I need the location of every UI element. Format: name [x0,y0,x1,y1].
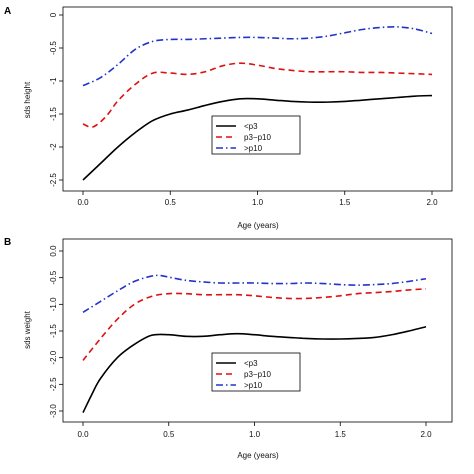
panel-b-x-axis-title: Age (years) [237,451,279,460]
panel-b-legend: <p3 p3−p10 >p10 [211,352,301,392]
panel-a-x-tick-label: 0.5 [165,198,177,207]
panel-b-x-tick-label: 0.5 [163,430,175,439]
panel-a-x-ticks: 0.0 0.5 1.0 1.5 2.0 [77,191,438,207]
panel-a-x-tick-label: 0.0 [77,198,89,207]
panel-a-letter: A [4,6,11,17]
panel-a-series [82,26,433,181]
panel-b-y-tick-label: -1.5 [49,324,58,338]
panel-b-y-tick-label: -2.0 [49,350,58,364]
panel-b-x-tick-label: 1.0 [249,430,261,439]
panel-b-legend-label-p10: >p10 [244,381,263,390]
panel-a-y-tick-label: -1.5 [49,107,58,121]
panel-b-y-tick-label: -3.0 [49,404,58,418]
panel-a-y-tick-label: 0 [49,12,58,17]
panel-a-y-tick-label: -0.5 [49,41,58,55]
panel-a-x-tick-label: 1.5 [339,198,351,207]
panel-b-y-tick-label: 0.0 [49,245,58,257]
panel-a-x-tick-label: 1.0 [252,198,264,207]
panel-b-legend-label-p3-p10: p3−p10 [244,370,271,379]
panel-b-series-line-2 [82,274,427,314]
panel-b-x-tick-label: 0.0 [77,430,89,439]
panel-b-plot-frame [62,238,453,423]
panel-b-letter: B [4,237,11,248]
panel-a-series-line-2 [82,26,433,87]
panel-b-legend-label-p3: <p3 [244,359,258,368]
panel-a-x-axis-title: Age (years) [237,221,279,230]
panel-a-legend-label-p3: <p3 [244,122,258,131]
panel-b-y-ticks: 0.0 -0.5 -1.0 -1.5 -2.0 -2.5 -3.0 [49,245,63,418]
panel-b-y-tick-label: -1.0 [49,297,58,311]
panel-b-x-ticks: 0.0 0.5 1.0 1.5 2.0 [77,422,432,439]
panel-a-y-axis-title: sds height [23,81,32,118]
panel-b-series-line-0 [82,325,427,413]
panel-b-y-axis-title: sds weight [23,310,32,349]
panel-a-y-tick-label: -1 [49,77,58,85]
panel-b: B 0.0 -0.5 -1.0 -1.5 -2.0 -2.5 -3.0 0.0 0.5 1.0 1… [4,237,453,460]
panel-a-x-tick-label: 2.0 [426,198,438,207]
panel-a-y-tick-label: -2.5 [49,173,58,187]
panel-a-series-line-0 [82,94,433,181]
panel-b-x-tick-label: 1.5 [335,430,347,439]
panel-b-series-line-1 [82,288,427,361]
panel-b-x-tick-label: 2.0 [420,430,432,439]
panel-b-y-tick-label: -0.5 [49,270,58,284]
panel-b-y-tick-label: -2.5 [49,377,58,391]
panel-a-legend-label-p3-p10: p3−p10 [244,133,271,142]
panel-a: A 0 -0.5 -1 -1.5 -2 -2.5 0.0 0.5 1.0 1.5 2.0 sds … [4,6,453,230]
panel-b-series [82,274,427,413]
panel-a-y-ticks: 0 -0.5 -1 -1.5 -2 -2.5 [49,12,63,187]
panel-a-legend-label-p10: >p10 [244,144,263,153]
panel-a-series-line-1 [82,62,433,129]
panel-a-y-tick-label: -2 [49,143,58,151]
panel-a-legend: <p3 p3−p10 >p10 [211,115,301,155]
